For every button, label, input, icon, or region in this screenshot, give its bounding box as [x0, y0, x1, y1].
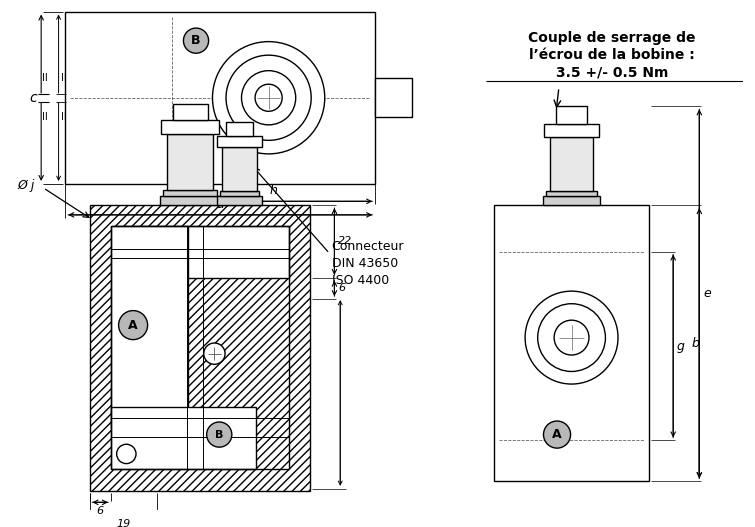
Circle shape	[212, 42, 325, 154]
Circle shape	[117, 444, 136, 464]
Text: 22: 22	[338, 237, 353, 247]
Text: Couple de serrage de: Couple de serrage de	[528, 31, 696, 45]
Bar	[111, 406, 256, 470]
Bar	[544, 124, 599, 138]
Circle shape	[204, 343, 225, 364]
Circle shape	[226, 55, 311, 140]
Text: 3.5 +/- 0.5 Nm: 3.5 +/- 0.5 Nm	[556, 66, 668, 80]
Bar	[163, 190, 217, 196]
Circle shape	[538, 304, 606, 372]
Text: 6: 6	[97, 506, 103, 516]
Text: II: II	[60, 73, 66, 83]
Text: l’écrou de la bobine :: l’écrou de la bobine :	[529, 48, 695, 62]
Bar	[161, 120, 219, 133]
Text: B: B	[191, 34, 201, 47]
Text: c: c	[29, 91, 37, 105]
Text: Connecteur
DIN 43650
ISO 4400: Connecteur DIN 43650 ISO 4400	[331, 240, 404, 287]
Bar	[66, 12, 375, 184]
Bar	[222, 147, 257, 191]
Circle shape	[554, 320, 589, 355]
Bar	[544, 196, 599, 205]
Text: A: A	[552, 428, 562, 441]
Text: 6: 6	[338, 284, 346, 294]
Bar	[114, 227, 289, 278]
Text: b: b	[692, 337, 699, 349]
Text: B: B	[215, 430, 223, 440]
Bar	[160, 196, 220, 205]
Circle shape	[119, 310, 148, 339]
Text: g: g	[677, 339, 685, 353]
Text: II: II	[42, 112, 48, 122]
Bar	[167, 133, 214, 190]
Text: h: h	[270, 184, 277, 198]
Text: II: II	[42, 73, 48, 83]
Text: Ø j: Ø j	[17, 179, 34, 192]
Text: e: e	[703, 287, 711, 300]
Bar	[375, 79, 412, 117]
Bar	[220, 191, 259, 196]
Bar	[173, 104, 208, 120]
Circle shape	[525, 291, 618, 384]
Circle shape	[544, 421, 571, 448]
Bar	[226, 122, 253, 135]
Text: II: II	[60, 112, 66, 122]
Text: 19: 19	[116, 519, 131, 527]
Text: a: a	[217, 198, 224, 211]
Circle shape	[255, 84, 282, 111]
Circle shape	[242, 71, 296, 125]
Bar	[111, 227, 188, 428]
Bar	[217, 135, 262, 147]
Circle shape	[207, 422, 232, 447]
Circle shape	[183, 28, 208, 53]
Bar	[547, 191, 596, 196]
Bar	[550, 138, 593, 191]
Text: A: A	[128, 319, 138, 331]
Bar	[90, 205, 310, 491]
Bar	[556, 106, 587, 124]
Bar	[217, 196, 262, 205]
Bar	[494, 205, 649, 481]
